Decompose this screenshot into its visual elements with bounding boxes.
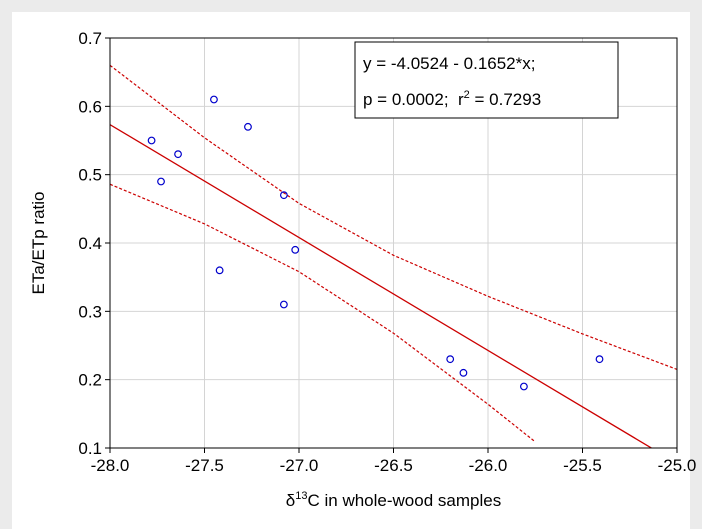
- x-label-part: δ: [286, 491, 295, 510]
- x-axis-label: δ13C in whole-wood samples: [286, 490, 501, 510]
- y-tick-label: 0.4: [78, 234, 102, 253]
- annotation-part: = 0.7293: [470, 90, 541, 109]
- point: [174, 150, 182, 159]
- y-tick-label: 0.6: [78, 97, 102, 116]
- point: [446, 355, 455, 364]
- annotation-part: p = 0.0002; r: [363, 90, 464, 109]
- y-tick-label: 0.5: [78, 166, 102, 185]
- annotation-line: p = 0.0002; r2 = 0.7293: [363, 89, 541, 109]
- regression-line: [110, 124, 653, 448]
- x-tick-label: -25.5: [563, 456, 602, 475]
- plot-frame: [109, 37, 678, 449]
- point: [147, 136, 156, 145]
- y-tick-label: 0.2: [78, 371, 102, 390]
- point: [520, 382, 528, 391]
- y-tick-label: 0.7: [78, 29, 102, 48]
- x-tick-label: -27.5: [185, 456, 224, 475]
- y-tick-label: 0.1: [78, 439, 102, 458]
- point: [279, 191, 288, 200]
- annotation-box: [354, 41, 619, 119]
- confidence-band: [110, 64, 677, 370]
- point: [215, 266, 224, 275]
- point: [244, 122, 252, 131]
- x-label-part: C in whole-wood samples: [308, 491, 502, 510]
- point: [157, 177, 165, 186]
- x-tick-label: -27.0: [280, 456, 319, 475]
- superscript: 2: [464, 89, 470, 101]
- superscript: 13: [295, 490, 307, 502]
- point: [291, 245, 300, 254]
- point: [279, 300, 288, 309]
- x-tick-label: -26.0: [469, 456, 508, 475]
- x-tick-label: -25.0: [658, 456, 697, 475]
- x-tick-label: -28.0: [91, 456, 130, 475]
- point: [459, 368, 468, 377]
- y-tick-label: 0.3: [78, 302, 102, 321]
- confidence-band: [110, 183, 536, 443]
- annotation-line: y = -4.0524 - 0.1652*x;: [363, 54, 535, 73]
- point: [595, 355, 604, 364]
- y-axis-label: ETa/ETp ratio: [29, 192, 48, 295]
- x-tick-label: -26.5: [374, 456, 413, 475]
- point: [210, 95, 218, 104]
